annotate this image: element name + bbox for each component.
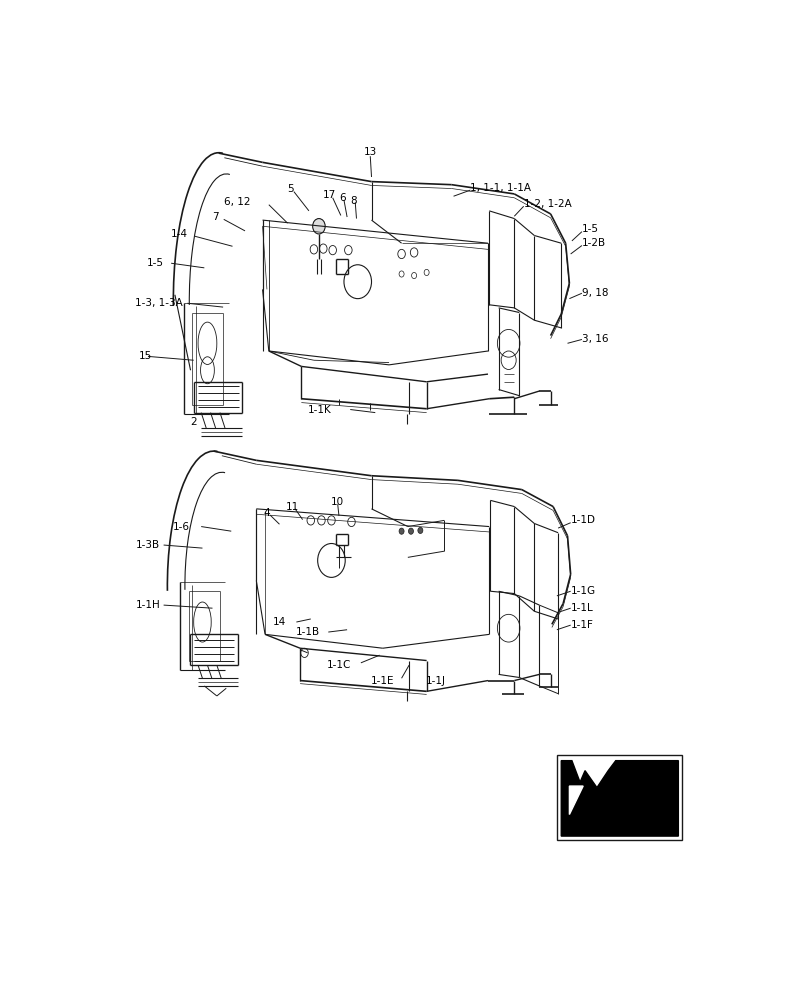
Text: 1-1G: 1-1G [570, 586, 595, 596]
Text: 1-1E: 1-1E [371, 676, 394, 686]
Text: 2: 2 [191, 417, 197, 427]
Text: 1-1C: 1-1C [327, 660, 351, 670]
Text: 1-5: 1-5 [582, 224, 599, 234]
Circle shape [409, 528, 414, 534]
Text: 4: 4 [263, 508, 270, 518]
Text: 5: 5 [288, 184, 294, 194]
Text: 14: 14 [272, 617, 286, 627]
Text: 1-1D: 1-1D [570, 515, 595, 525]
Text: 6, 12: 6, 12 [224, 197, 250, 207]
Text: 1-2B: 1-2B [582, 238, 606, 248]
Text: 1-6: 1-6 [173, 522, 190, 532]
Text: 1-3, 1-3A: 1-3, 1-3A [136, 298, 183, 308]
Text: 9, 18: 9, 18 [582, 288, 608, 298]
Circle shape [313, 219, 325, 234]
Text: 1-1L: 1-1L [570, 603, 593, 613]
Polygon shape [570, 786, 583, 815]
Text: 1-1F: 1-1F [570, 620, 594, 630]
Text: 11: 11 [285, 502, 299, 512]
Text: 1-1H: 1-1H [136, 600, 160, 610]
Text: 7: 7 [213, 212, 219, 222]
Text: 6: 6 [339, 193, 346, 203]
Circle shape [399, 528, 404, 534]
Text: 3, 16: 3, 16 [582, 334, 608, 344]
Text: 1, 1-1, 1-1A: 1, 1-1, 1-1A [470, 183, 532, 193]
Text: 1-1B: 1-1B [296, 627, 320, 637]
Text: 1-2, 1-2A: 1-2, 1-2A [524, 199, 571, 209]
Bar [557, 755, 682, 840]
Polygon shape [562, 761, 679, 836]
Circle shape [418, 527, 423, 533]
Text: 15: 15 [139, 351, 152, 361]
Text: 1-1J: 1-1J [425, 676, 445, 686]
Text: 10: 10 [331, 497, 344, 507]
Text: 13: 13 [364, 147, 377, 157]
Text: 1-4: 1-4 [170, 229, 187, 239]
Text: 1-5: 1-5 [146, 258, 163, 268]
Text: 8: 8 [351, 196, 357, 206]
Text: 17: 17 [323, 190, 336, 200]
Text: 1-1K: 1-1K [308, 405, 331, 415]
Text: 1-3B: 1-3B [136, 540, 159, 550]
